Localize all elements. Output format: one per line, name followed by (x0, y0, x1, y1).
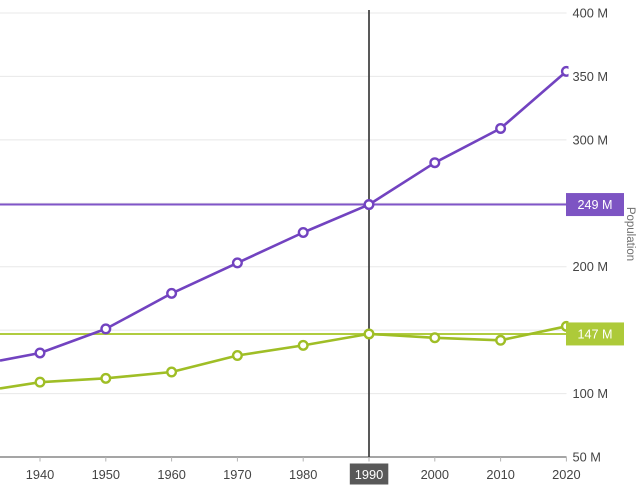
purple-series-point (429, 157, 441, 169)
y-axis-label: 200 M (573, 259, 609, 274)
y-axis-title: Population (624, 207, 636, 261)
green-series-group (0, 320, 569, 390)
green-series-point (231, 350, 243, 362)
green-series-badge-label: 147 M (577, 327, 612, 341)
plot-hover-area[interactable] (0, 10, 567, 457)
selected-year-label[interactable]: 1990 (349, 463, 389, 485)
green-series-point (363, 328, 375, 340)
green-series-value-badge: 147 M (566, 322, 624, 346)
purple-series-point (297, 226, 309, 238)
purple-series-point (363, 199, 375, 211)
x-axis-label: 1960 (157, 467, 185, 482)
purple-series-line (0, 70, 568, 362)
x-axis-label: 1940 (26, 467, 54, 482)
green-series-point (34, 376, 46, 388)
green-series-point (495, 334, 507, 346)
green-series-line (0, 325, 567, 390)
x-axis-label: 2010 (486, 467, 514, 482)
purple-series-point (166, 287, 178, 299)
purple-series-value-badge: 249 M (566, 193, 624, 217)
green-series-point (100, 372, 112, 384)
y-axis-label: 300 M (573, 132, 609, 147)
y-axis-label: 100 M (573, 386, 609, 401)
x-axis-label: 1980 (289, 467, 317, 482)
x-axis-label: 2000 (421, 467, 449, 482)
selected-year-text: 1990 (355, 467, 383, 482)
y-axis-label: 50 M (573, 449, 601, 464)
purple-series-point (34, 347, 46, 359)
purple-series-point (495, 122, 507, 134)
x-axis-label: 2020 (552, 467, 580, 482)
purple-series-point (100, 323, 112, 335)
purple-series-badge-label: 249 M (577, 198, 612, 212)
green-series-point (429, 332, 441, 344)
green-series-badge-rect (566, 322, 624, 346)
x-axis-label: 1970 (223, 467, 251, 482)
green-series-point (297, 339, 309, 351)
green-series-point (166, 366, 178, 378)
x-axis-label: 1950 (92, 467, 120, 482)
selected-year-highlight[interactable] (349, 463, 389, 485)
y-axis-label: 400 M (573, 5, 609, 20)
purple-series-group (0, 65, 569, 362)
purple-series-badge-rect (566, 193, 624, 217)
purple-series-point (560, 65, 569, 77)
purple-series-point (231, 257, 243, 269)
y-axis-label: 350 M (573, 69, 609, 84)
